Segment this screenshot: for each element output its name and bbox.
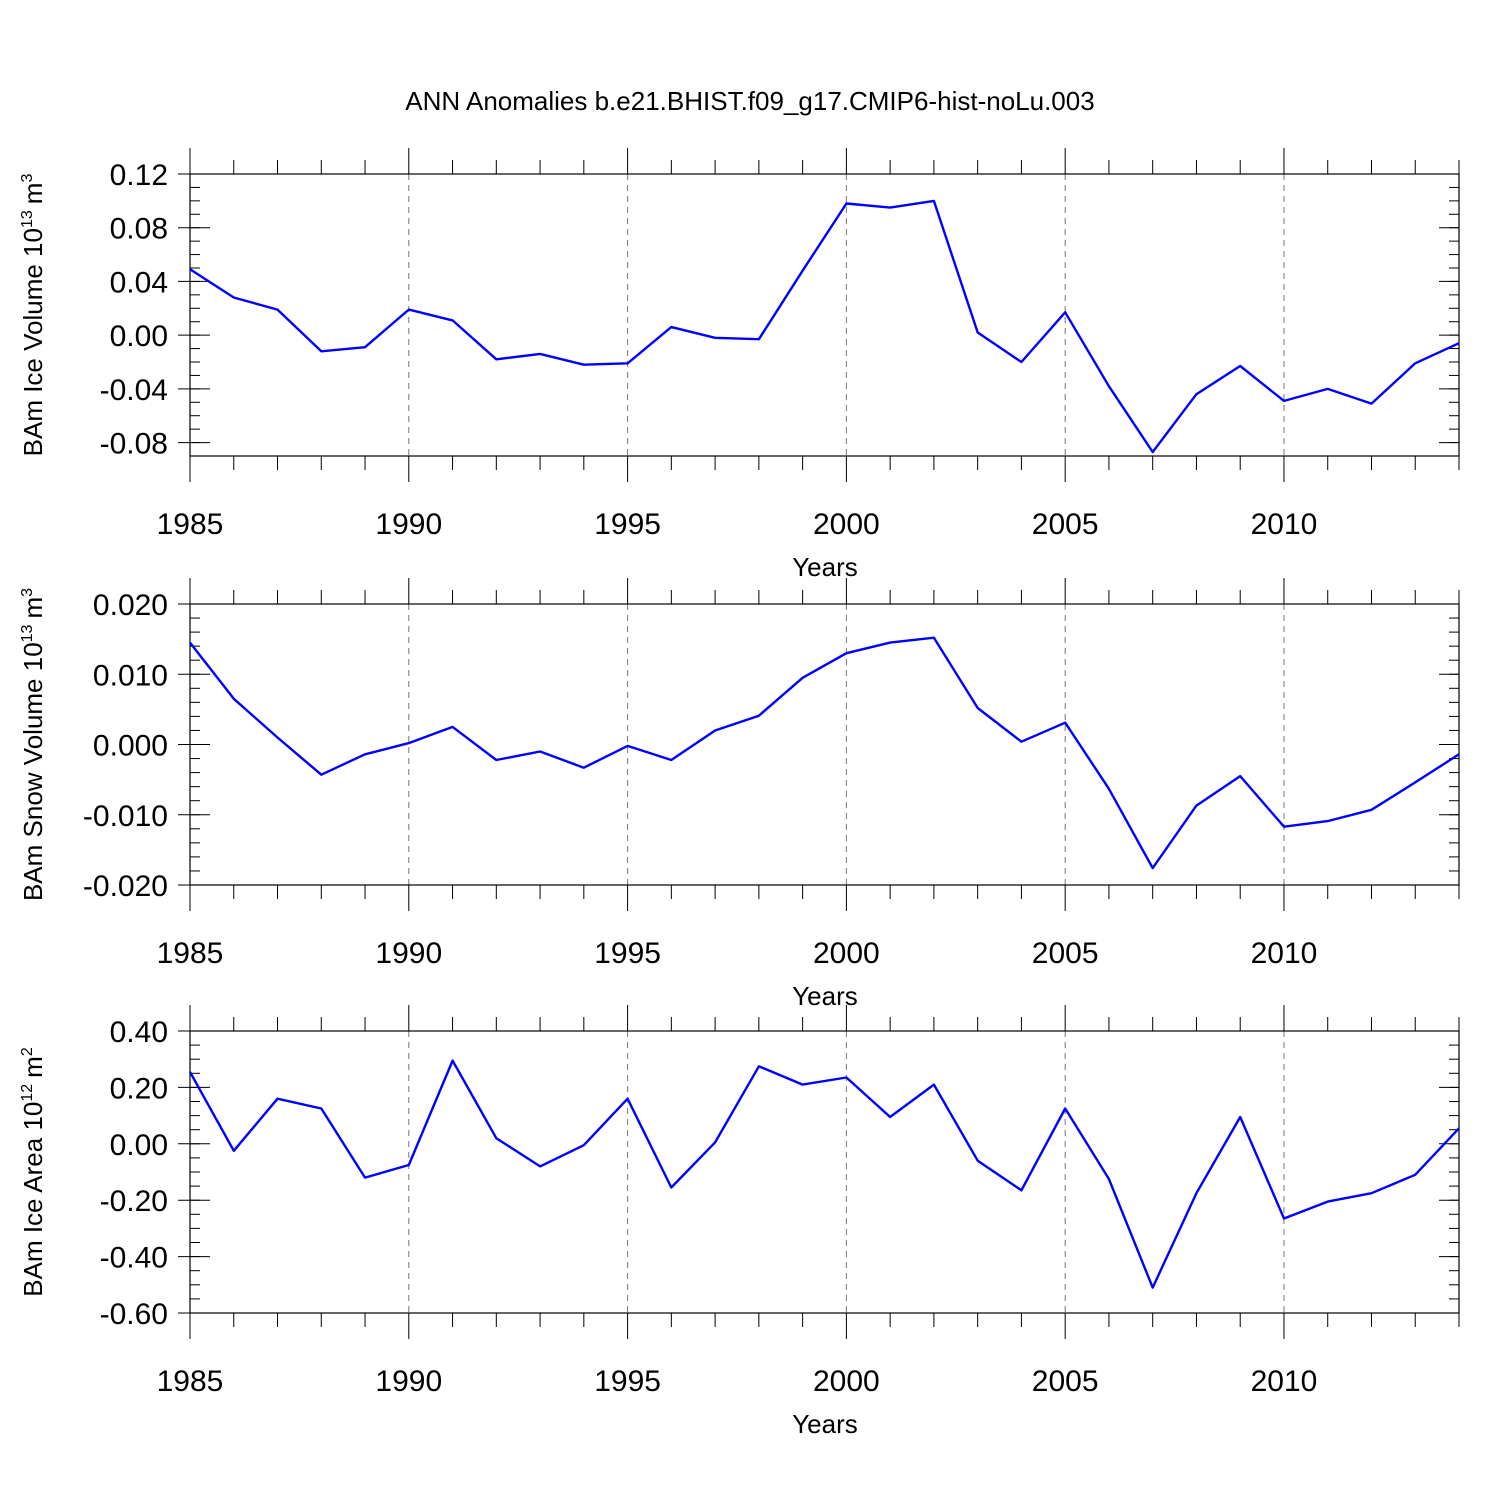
y-tick-label: 0.010: [93, 659, 168, 692]
y-tick-label: 0.20: [110, 1072, 168, 1105]
y-axis-title-unit-exponent: 3: [19, 588, 36, 597]
y-axis-title-text: BAm Ice Volume 10: [18, 228, 48, 456]
panel-ice-volume: 0.12 0.08 0.04 0.00 -0.04 -0.08 1985 1990 1995 20…: [18, 148, 1460, 582]
y-tick-label: -0.20: [100, 1185, 168, 1218]
series-line-snow-volume: [189, 636, 1460, 870]
y-axis-title-exponent: 13: [19, 210, 36, 228]
x-tick-label: 1990: [375, 508, 442, 541]
x-tick-label: 1985: [157, 508, 224, 541]
y-tick-label: -0.04: [100, 374, 168, 407]
series-line-ice-volume: [189, 199, 1460, 454]
plot-frame: [189, 173, 1460, 457]
y-axis-title-unit-exponent: 3: [19, 174, 36, 183]
x-tick-label: 1990: [375, 1365, 442, 1398]
y-tick-label: -0.60: [100, 1298, 168, 1331]
y-axis-title-unit: m: [18, 597, 48, 619]
y-tick-label: -0.40: [100, 1242, 168, 1275]
x-tick-label: 2005: [1032, 508, 1099, 541]
x-tick-label: 2010: [1251, 1365, 1318, 1398]
y-axis-title: BAm Snow Volume 1013 m3: [18, 588, 48, 901]
y-axis-title-exponent: 12: [19, 1084, 36, 1102]
y-tick-label: 0.08: [110, 213, 168, 246]
y-axis-title-text: BAm Snow Volume 10: [18, 642, 48, 901]
x-axis-title: Years: [792, 981, 858, 1011]
y-axis-title-exponent: 13: [19, 624, 36, 642]
series-line-ice-area: [188, 1059, 1460, 1289]
x-tick-label: 2000: [813, 508, 880, 541]
figure-title: ANN Anomalies b.e21.BHIST.f09_g17.CMIP6-…: [405, 86, 1094, 116]
y-tick-label: 0.000: [93, 730, 168, 763]
y-axis-title-text: BAm Ice Area 10: [18, 1102, 48, 1297]
x-tick-label: 2000: [813, 1365, 880, 1398]
x-tick-label: 1995: [594, 508, 661, 541]
x-tick-label: 2010: [1251, 508, 1318, 541]
y-tick-label: 0.020: [93, 589, 168, 622]
plot-frame: [189, 603, 1460, 886]
y-tick-label: 0.00: [110, 1129, 168, 1162]
y-tick-label: -0.020: [83, 870, 168, 903]
x-tick-label: 2005: [1032, 1365, 1099, 1398]
y-axis-title-unit-exponent: 2: [19, 1047, 36, 1056]
panel-ice-area: 0.40 0.20 0.00 -0.20 -0.40 -0.60 1985 1990 1995 2…: [18, 1005, 1460, 1439]
x-tick-label: 2000: [813, 937, 880, 970]
x-tick-label: 1995: [594, 937, 661, 970]
x-tick-label: 2010: [1251, 937, 1318, 970]
x-tick-label: 1995: [594, 1365, 661, 1398]
y-tick-label: 0.04: [110, 266, 168, 299]
y-tick-label: 0.00: [110, 320, 168, 353]
y-axis-title-unit: m: [18, 1056, 48, 1078]
y-tick-label: -0.010: [83, 800, 168, 833]
y-axis-title: BAm Ice Volume 1013 m3: [18, 174, 48, 457]
x-tick-label: 2005: [1032, 937, 1099, 970]
x-axis-title: Years: [792, 552, 858, 582]
x-tick-label: 1990: [375, 937, 442, 970]
y-tick-label: 0.12: [110, 159, 168, 192]
y-tick-label: 0.40: [110, 1016, 168, 1049]
x-tick-label: 1985: [157, 937, 224, 970]
y-axis-title-unit: m: [18, 183, 48, 205]
y-tick-label: -0.08: [100, 428, 168, 461]
panel-snow-volume: 0.020 0.010 0.000 -0.010 -0.020 1985 1990 1995 2…: [18, 578, 1460, 1011]
x-tick-label: 1985: [157, 1365, 224, 1398]
y-axis-title: BAm Ice Area 1012 m2: [18, 1047, 48, 1297]
x-axis-title: Years: [792, 1409, 858, 1439]
